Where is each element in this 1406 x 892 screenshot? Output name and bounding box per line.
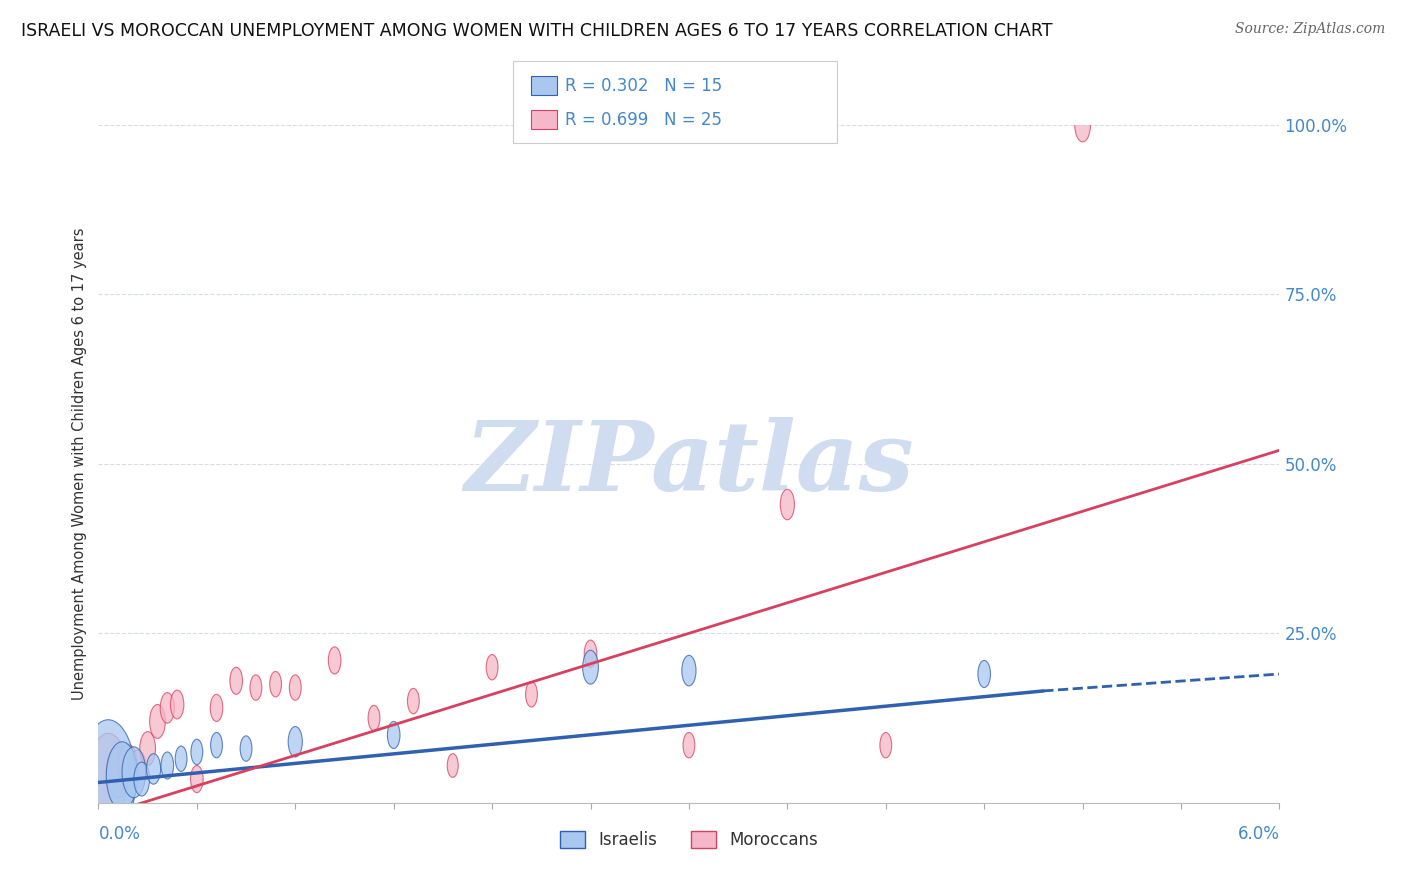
Ellipse shape <box>129 750 146 788</box>
Ellipse shape <box>231 667 242 694</box>
Ellipse shape <box>211 694 222 722</box>
Ellipse shape <box>80 720 136 838</box>
Ellipse shape <box>290 675 301 700</box>
Ellipse shape <box>89 733 128 818</box>
Ellipse shape <box>486 655 498 680</box>
Ellipse shape <box>122 747 146 797</box>
Ellipse shape <box>388 722 399 748</box>
Ellipse shape <box>329 647 340 674</box>
Text: ISRAELI VS MOROCCAN UNEMPLOYMENT AMONG WOMEN WITH CHILDREN AGES 6 TO 17 YEARS CO: ISRAELI VS MOROCCAN UNEMPLOYMENT AMONG W… <box>21 22 1053 40</box>
Ellipse shape <box>582 650 599 684</box>
Ellipse shape <box>979 660 990 688</box>
Text: Source: ZipAtlas.com: Source: ZipAtlas.com <box>1234 22 1385 37</box>
Ellipse shape <box>880 732 891 758</box>
Ellipse shape <box>139 731 156 765</box>
Ellipse shape <box>191 739 202 764</box>
Ellipse shape <box>526 681 537 707</box>
Text: 6.0%: 6.0% <box>1237 825 1279 843</box>
Ellipse shape <box>191 765 202 793</box>
Text: R = 0.699   N = 25: R = 0.699 N = 25 <box>565 111 723 128</box>
Ellipse shape <box>1074 108 1091 142</box>
Ellipse shape <box>146 754 160 784</box>
Ellipse shape <box>107 747 129 797</box>
Ellipse shape <box>160 693 174 723</box>
Ellipse shape <box>368 706 380 731</box>
Ellipse shape <box>780 490 794 520</box>
Ellipse shape <box>408 689 419 714</box>
Ellipse shape <box>682 656 696 686</box>
Y-axis label: Unemployment Among Women with Children Ages 6 to 17 years: Unemployment Among Women with Children A… <box>72 227 87 700</box>
Text: ZIPatlas: ZIPatlas <box>464 417 914 511</box>
Ellipse shape <box>211 732 222 758</box>
Ellipse shape <box>134 762 149 796</box>
Ellipse shape <box>149 705 166 739</box>
Ellipse shape <box>585 640 596 667</box>
Ellipse shape <box>683 732 695 758</box>
Ellipse shape <box>250 675 262 700</box>
Ellipse shape <box>162 752 173 779</box>
Ellipse shape <box>288 726 302 757</box>
Ellipse shape <box>176 746 187 772</box>
Ellipse shape <box>240 736 252 761</box>
Ellipse shape <box>107 742 138 810</box>
Text: R = 0.302   N = 15: R = 0.302 N = 15 <box>565 77 723 95</box>
Ellipse shape <box>270 672 281 697</box>
Legend: Israelis, Moroccans: Israelis, Moroccans <box>554 824 824 855</box>
Ellipse shape <box>170 690 184 719</box>
Ellipse shape <box>447 754 458 777</box>
Text: 0.0%: 0.0% <box>98 825 141 843</box>
Ellipse shape <box>118 744 138 787</box>
